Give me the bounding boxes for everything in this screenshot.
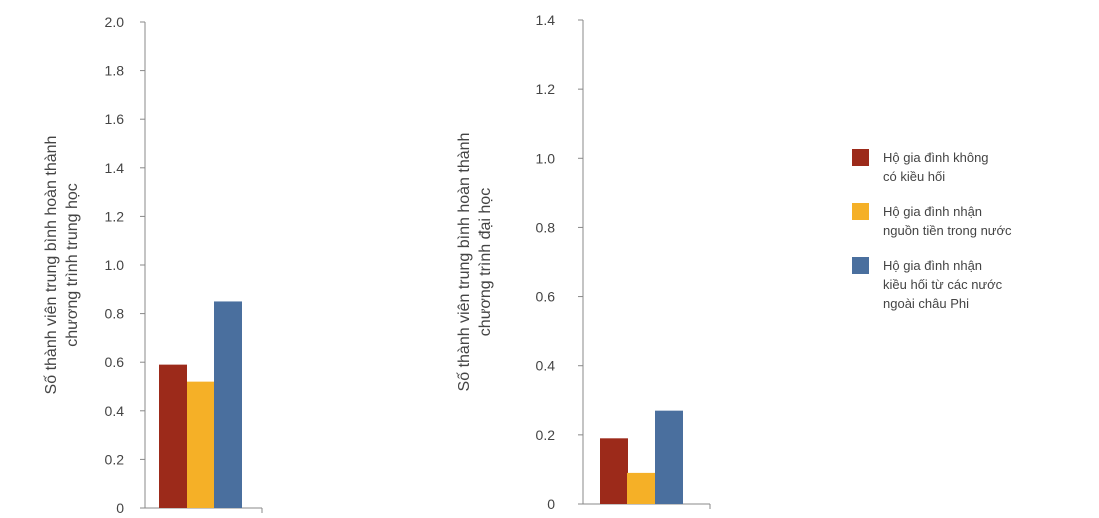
- y-tick-label: 1.4: [536, 12, 556, 28]
- legend-swatch: [852, 203, 869, 220]
- legend-item-outside-africa: Hộ gia đình nhận kiều hối từ các nước ng…: [852, 256, 1092, 313]
- y-tick-label: 0.8: [105, 306, 125, 322]
- legend-label: Hộ gia đình nhận nguồn tiền trong nước: [883, 204, 1012, 238]
- y-axis-label-line: Số thành viên trung bình hoàn thành: [456, 133, 473, 392]
- y-tick-label: 2.0: [105, 14, 125, 30]
- y-tick-label: 0: [547, 496, 555, 512]
- y-tick-label: 1.6: [105, 111, 125, 127]
- y-tick-label: 1.4: [105, 160, 125, 176]
- y-tick-label: 0.2: [105, 451, 125, 467]
- bar: [159, 364, 187, 508]
- legend-label: Hộ gia đình nhận kiều hối từ các nước ng…: [883, 258, 1003, 311]
- y-axis-label-line: Số thành viên trung bình hoàn thành: [43, 136, 60, 395]
- bar: [187, 381, 215, 508]
- y-tick-label: 1.0: [105, 257, 125, 273]
- y-tick-label: 1.2: [105, 208, 125, 224]
- legend: Hộ gia đình không có kiều hối Hộ gia đìn…: [852, 148, 1092, 329]
- y-tick-label: 1.0: [536, 150, 556, 166]
- legend-swatch: [852, 257, 869, 274]
- legend-item-domestic: Hộ gia đình nhận nguồn tiền trong nước: [852, 202, 1092, 240]
- y-axis-label-line: chương trình trung học: [64, 183, 81, 347]
- y-tick-label: 1.2: [536, 81, 556, 97]
- legend-label: Hộ gia đình không có kiều hối: [883, 150, 989, 184]
- y-tick-label: 1.8: [105, 63, 125, 79]
- y-tick-label: 0.2: [536, 427, 556, 443]
- y-tick-label: 0: [116, 500, 124, 516]
- bar: [627, 472, 655, 504]
- y-axis-label-line: chương trình đại học: [477, 188, 494, 336]
- y-tick-label: 0.8: [536, 219, 556, 235]
- y-tick-label: 0.6: [536, 289, 556, 305]
- y-axis-label: Số thành viên trung bình hoàn thành chươn…: [43, 136, 81, 395]
- bar: [655, 410, 683, 504]
- y-tick-label: 0.4: [536, 358, 556, 374]
- bar: [600, 438, 628, 504]
- legend-item-no-remittance: Hộ gia đình không có kiều hối: [852, 148, 1092, 186]
- bar: [214, 301, 242, 508]
- y-tick-label: 0.4: [105, 403, 125, 419]
- y-axis-label: Số thành viên trung bình hoàn thành chươn…: [456, 133, 494, 392]
- y-tick-label: 0.6: [105, 354, 125, 370]
- legend-swatch: [852, 149, 869, 166]
